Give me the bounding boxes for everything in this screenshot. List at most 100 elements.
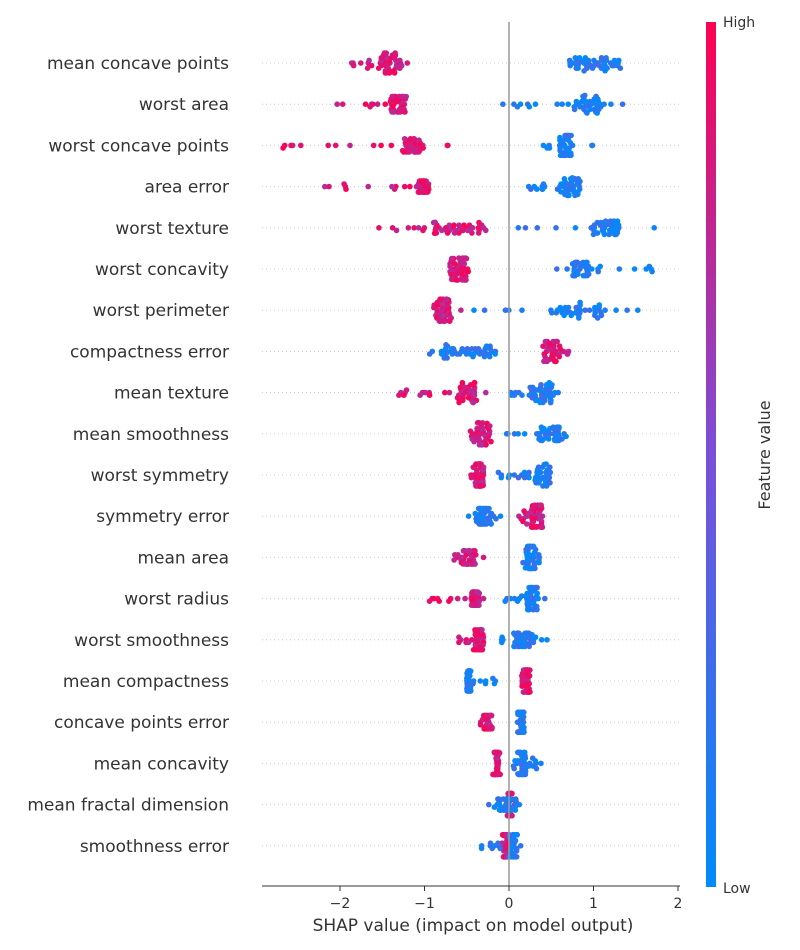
shap-point bbox=[530, 606, 537, 613]
shap-point bbox=[383, 70, 390, 76]
shap-point bbox=[536, 552, 542, 558]
shap-point bbox=[519, 307, 525, 314]
shap-point bbox=[534, 225, 541, 231]
shap-point bbox=[528, 524, 535, 530]
shap-point bbox=[573, 98, 580, 105]
shap-point bbox=[595, 268, 601, 275]
shap-point bbox=[350, 62, 357, 69]
shap-point bbox=[493, 516, 499, 522]
shap-point bbox=[411, 136, 418, 142]
shap-point bbox=[602, 307, 608, 314]
shap-point bbox=[521, 469, 528, 476]
shap-point bbox=[404, 60, 411, 66]
shap-point bbox=[532, 101, 539, 107]
shap-point bbox=[581, 68, 587, 74]
shap-point bbox=[443, 227, 450, 234]
shap-point bbox=[631, 266, 638, 272]
shap-point bbox=[524, 557, 531, 563]
shap-point bbox=[557, 134, 563, 141]
feature-label: worst smoothness bbox=[74, 631, 229, 651]
shap-point bbox=[583, 259, 590, 266]
feature-label: compactness error bbox=[70, 342, 229, 362]
shap-point bbox=[514, 630, 521, 636]
row-guides bbox=[262, 62, 680, 847]
shap-point bbox=[339, 101, 346, 107]
shap-point bbox=[564, 132, 570, 139]
shap-point bbox=[381, 50, 388, 56]
shap-point bbox=[475, 346, 482, 352]
shap-point bbox=[549, 310, 555, 316]
shap-point bbox=[474, 589, 480, 595]
shap-point bbox=[518, 593, 525, 599]
shap-point bbox=[575, 65, 581, 71]
shap-point bbox=[401, 149, 407, 155]
shap-point bbox=[438, 318, 444, 325]
shap-point bbox=[434, 302, 441, 308]
shap-point bbox=[461, 548, 467, 554]
shap-point bbox=[396, 93, 402, 100]
shap-point bbox=[512, 758, 518, 764]
shap-point bbox=[616, 266, 623, 272]
shap-point bbox=[472, 510, 479, 517]
shap-point bbox=[343, 186, 349, 192]
shap-point bbox=[482, 680, 489, 687]
shap-point bbox=[576, 55, 583, 61]
shap-point bbox=[590, 231, 597, 238]
shap-point bbox=[565, 101, 571, 107]
shap-point bbox=[497, 845, 504, 852]
shap-point bbox=[451, 230, 458, 236]
shap-point bbox=[442, 389, 448, 396]
shap-point bbox=[378, 142, 384, 149]
shap-point bbox=[392, 50, 399, 56]
shap-point bbox=[280, 145, 286, 151]
shap-point bbox=[325, 142, 332, 149]
shap-point bbox=[511, 472, 518, 478]
shap-point bbox=[528, 543, 534, 550]
shap-point bbox=[451, 557, 457, 563]
shap-point bbox=[519, 729, 526, 735]
shap-point bbox=[374, 101, 381, 107]
shap-point bbox=[524, 521, 530, 527]
shap-point bbox=[459, 346, 466, 352]
shap-point bbox=[568, 152, 574, 159]
shap-point bbox=[484, 712, 490, 719]
x-tick-label: −1 bbox=[414, 896, 435, 912]
shap-point bbox=[616, 57, 622, 64]
shap-point bbox=[592, 312, 598, 319]
shap-point bbox=[470, 680, 476, 687]
shap-point bbox=[572, 55, 579, 61]
shap-point bbox=[619, 101, 626, 107]
shap-point bbox=[586, 307, 593, 314]
shap-point bbox=[456, 230, 462, 236]
shap-point bbox=[524, 667, 530, 673]
shap-point bbox=[513, 796, 519, 802]
shap-point bbox=[532, 634, 539, 640]
shap-point bbox=[514, 104, 521, 110]
shap-point bbox=[529, 584, 536, 591]
shap-point bbox=[512, 832, 519, 838]
shap-point bbox=[431, 595, 437, 602]
shap-point bbox=[635, 307, 641, 314]
shap-point bbox=[432, 219, 439, 226]
shap-point bbox=[573, 304, 579, 311]
shap-point bbox=[481, 521, 488, 527]
x-tick-label: 0 bbox=[505, 896, 514, 912]
shap-point bbox=[522, 565, 529, 571]
shap-point bbox=[526, 104, 533, 110]
shap-point bbox=[481, 726, 488, 732]
shap-point bbox=[365, 183, 372, 190]
shap-point bbox=[480, 595, 487, 602]
shap-point bbox=[452, 552, 458, 558]
shap-point bbox=[475, 627, 481, 633]
shap-point bbox=[592, 304, 598, 311]
shap-point bbox=[519, 673, 525, 679]
shap-point bbox=[571, 106, 578, 113]
shap-point bbox=[401, 392, 407, 399]
shap-point bbox=[527, 384, 533, 391]
shap-point bbox=[459, 255, 466, 261]
shap-point bbox=[511, 765, 517, 772]
shap-point bbox=[446, 598, 452, 604]
shap-point bbox=[368, 62, 375, 69]
shap-point bbox=[486, 801, 492, 808]
